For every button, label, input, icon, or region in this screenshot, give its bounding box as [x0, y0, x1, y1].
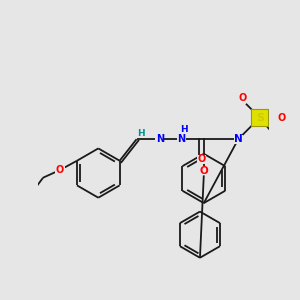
Text: O: O: [278, 112, 286, 123]
Text: O: O: [239, 93, 247, 103]
FancyBboxPatch shape: [234, 135, 243, 144]
Text: N: N: [156, 134, 164, 144]
Text: O: O: [200, 166, 208, 176]
FancyBboxPatch shape: [181, 126, 188, 134]
Text: N: N: [234, 134, 243, 144]
FancyBboxPatch shape: [278, 113, 287, 122]
Text: O: O: [56, 165, 64, 175]
FancyBboxPatch shape: [238, 94, 248, 103]
FancyBboxPatch shape: [177, 135, 186, 144]
FancyBboxPatch shape: [137, 129, 145, 137]
FancyBboxPatch shape: [196, 154, 206, 164]
Text: O: O: [197, 154, 206, 164]
Text: H: H: [181, 125, 188, 134]
Text: H: H: [137, 128, 145, 137]
Text: N: N: [177, 134, 185, 144]
Text: S: S: [256, 112, 264, 123]
FancyBboxPatch shape: [199, 166, 208, 176]
FancyBboxPatch shape: [155, 135, 164, 144]
FancyBboxPatch shape: [56, 165, 65, 175]
FancyBboxPatch shape: [251, 109, 268, 126]
